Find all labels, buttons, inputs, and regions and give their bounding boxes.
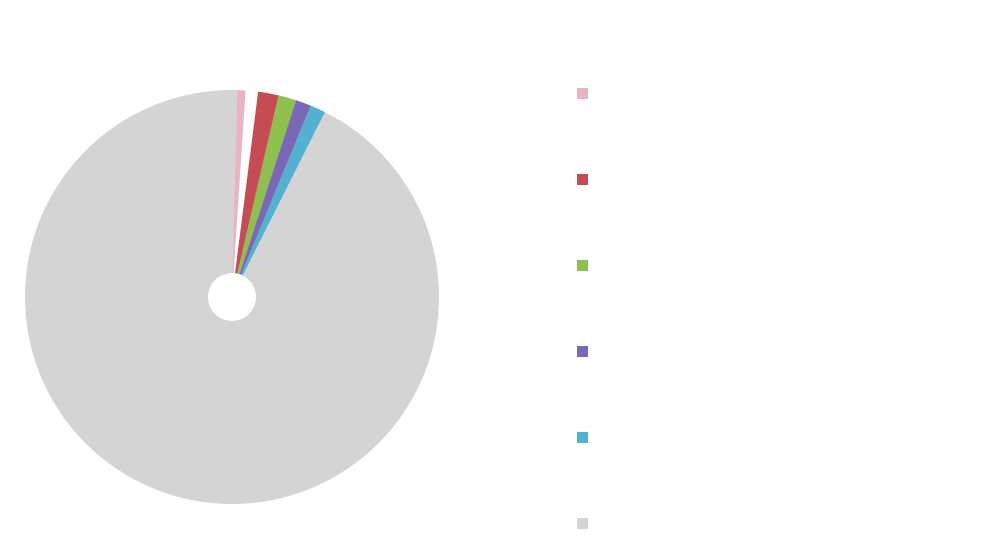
legend-item-1 — [577, 88, 588, 99]
legend-swatch-icon — [577, 88, 588, 99]
chart-legend — [577, 88, 588, 529]
legend-swatch-icon — [577, 346, 588, 357]
legend-item-6 — [577, 518, 588, 529]
legend-swatch-icon — [577, 260, 588, 271]
pie-center-cut — [219, 284, 245, 310]
legend-swatch-icon — [577, 432, 588, 443]
legend-swatch-icon — [577, 518, 588, 529]
legend-swatch-icon — [577, 174, 588, 185]
legend-item-5 — [577, 432, 588, 443]
pie-slices-host — [23, 88, 441, 506]
legend-item-2 — [577, 174, 588, 185]
legend-item-3 — [577, 260, 588, 271]
legend-item-4 — [577, 346, 588, 357]
pie-chart — [0, 0, 1000, 542]
